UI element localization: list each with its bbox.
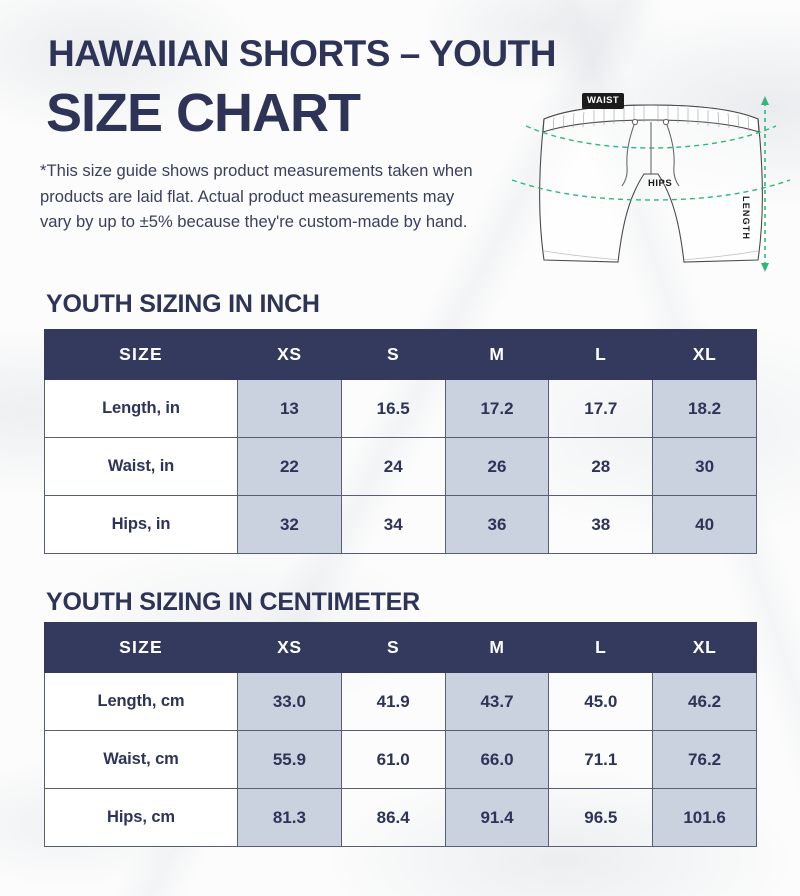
cell-length-cm-l: 45.0 (548, 672, 654, 731)
table-row: Hips, in 32 34 36 38 40 (44, 495, 757, 554)
cell-length-in-l: 17.7 (548, 379, 654, 438)
cell-hips-cm-xs: 81.3 (237, 788, 342, 847)
cell-length-in-xl: 18.2 (652, 379, 757, 438)
cell-waist-in-l: 28 (548, 437, 654, 496)
row-label: Waist, in (44, 437, 238, 496)
cell-waist-cm-xl: 76.2 (652, 730, 757, 789)
column-header-xl: XL (652, 622, 757, 673)
row-label: Length, in (44, 379, 238, 438)
length-label: LENGTH (741, 196, 751, 241)
table-row: Waist, in 22 24 26 28 30 (44, 437, 757, 496)
cell-hips-in-s: 34 (340, 495, 446, 554)
shorts-illustration: WAIST HIPS LENGTH (508, 78, 794, 290)
cell-hips-cm-l: 96.5 (548, 788, 654, 847)
column-header-m: M (444, 329, 550, 380)
shorts-diagram-icon (511, 96, 791, 272)
table-row: Length, cm 33.0 41.9 43.7 45.0 46.2 (44, 672, 757, 731)
column-header-xs: XS (237, 329, 342, 380)
cell-waist-in-m: 26 (444, 437, 550, 496)
size-table-cm: SIZE XS S M L XL Length, cm 33.0 41.9 43… (44, 622, 757, 847)
table-row: Length, in 13 16.5 17.2 17.7 18.2 (44, 379, 757, 438)
page-title: HAWAIIAN SHORTS – YOUTH (48, 33, 556, 74)
table-header-row: SIZE XS S M L XL (44, 622, 757, 673)
column-header-xs: XS (237, 622, 342, 673)
page-subtitle: SIZE CHART (46, 83, 361, 143)
cell-length-in-m: 17.2 (444, 379, 550, 438)
waist-label-badge: WAIST (582, 93, 625, 109)
cell-waist-in-xl: 30 (652, 437, 757, 496)
column-header-xl: XL (652, 329, 757, 380)
hips-label: HIPS (648, 178, 673, 189)
row-label: Waist, cm (44, 730, 238, 789)
cell-length-cm-xs: 33.0 (237, 672, 342, 731)
column-header-l: L (548, 622, 654, 673)
size-table-inch: SIZE XS S M L XL Length, in 13 16.5 17.2… (44, 329, 757, 554)
cell-waist-in-s: 24 (340, 437, 446, 496)
section-heading-cm: YOUTH SIZING IN CENTIMETER (46, 588, 420, 616)
cell-hips-cm-s: 86.4 (340, 788, 446, 847)
section-heading-inch: YOUTH SIZING IN INCH (46, 290, 320, 318)
cell-length-cm-xl: 46.2 (652, 672, 757, 731)
row-label: Hips, cm (44, 788, 238, 847)
table-row: Hips, cm 81.3 86.4 91.4 96.5 101.6 (44, 788, 757, 847)
cell-length-in-xs: 13 (237, 379, 342, 438)
table-row: Waist, cm 55.9 61.0 66.0 71.1 76.2 (44, 730, 757, 789)
size-guide-note: *This size guide shows product measureme… (40, 161, 473, 231)
cell-waist-cm-m: 66.0 (444, 730, 550, 789)
cell-hips-in-xs: 32 (237, 495, 342, 554)
column-header-m: M (444, 622, 550, 673)
column-header-s: S (340, 329, 446, 380)
row-label: Length, cm (44, 672, 238, 731)
column-header-l: L (548, 329, 654, 380)
table-header-row: SIZE XS S M L XL (44, 329, 757, 380)
cell-hips-cm-xl: 101.6 (652, 788, 757, 847)
cell-hips-in-xl: 40 (652, 495, 757, 554)
cell-waist-cm-l: 71.1 (548, 730, 654, 789)
row-label: Hips, in (44, 495, 238, 554)
cell-waist-in-xs: 22 (237, 437, 342, 496)
cell-hips-in-m: 36 (444, 495, 550, 554)
column-header-size: SIZE (44, 622, 238, 673)
column-header-s: S (340, 622, 446, 673)
cell-waist-cm-xs: 55.9 (237, 730, 342, 789)
cell-hips-in-l: 38 (548, 495, 654, 554)
cell-waist-cm-s: 61.0 (340, 730, 446, 789)
cell-hips-cm-m: 91.4 (444, 788, 550, 847)
cell-length-in-s: 16.5 (340, 379, 446, 438)
cell-length-cm-s: 41.9 (340, 672, 446, 731)
column-header-size: SIZE (44, 329, 238, 380)
cell-length-cm-m: 43.7 (444, 672, 550, 731)
